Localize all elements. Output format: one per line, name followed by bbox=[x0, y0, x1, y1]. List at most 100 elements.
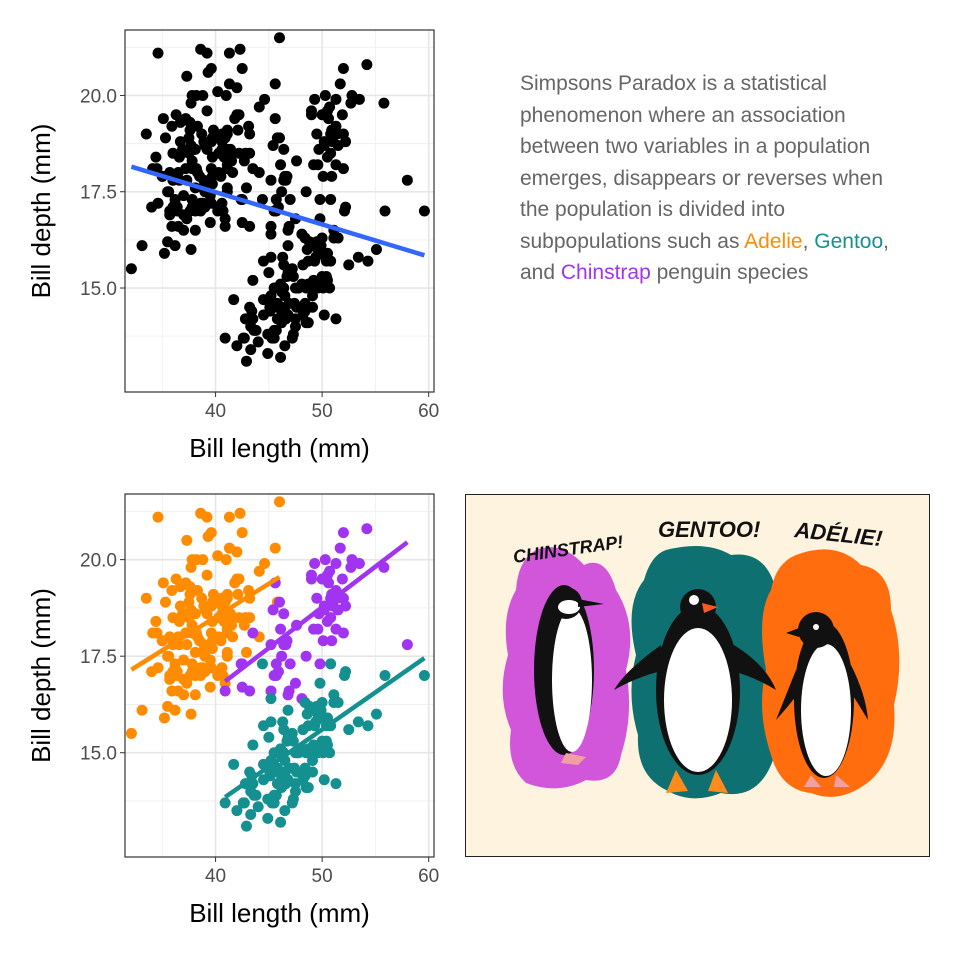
data-point-gentoo bbox=[245, 809, 257, 821]
data-point-gentoo bbox=[325, 193, 337, 205]
data-point-adelie bbox=[243, 120, 255, 132]
data-point-chinstrap bbox=[337, 63, 349, 75]
data-point-adelie bbox=[238, 155, 250, 167]
trend-line-gentoo bbox=[223, 656, 426, 799]
data-point-adelie bbox=[206, 170, 218, 182]
data-point-chinstrap bbox=[334, 78, 346, 90]
data-point-gentoo bbox=[275, 816, 287, 828]
data-point-chinstrap bbox=[270, 658, 282, 670]
data-point-gentoo bbox=[286, 797, 298, 809]
data-point-adelie bbox=[223, 511, 235, 523]
data-point-adelie bbox=[226, 155, 238, 167]
data-point-chinstrap bbox=[361, 59, 373, 71]
data-point-adelie bbox=[166, 220, 178, 232]
overall-scatter-chart: 40 50 60 15.0 17.5 20.0 Bill length (mm) Bill d… bbox=[26, 29, 439, 463]
data-point-adelie bbox=[159, 132, 171, 144]
data-point-gentoo bbox=[231, 340, 243, 352]
data-point-gentoo bbox=[307, 754, 319, 766]
data-point-chinstrap bbox=[312, 159, 324, 171]
data-point-gentoo bbox=[245, 785, 257, 797]
data-point-chinstrap bbox=[317, 170, 329, 182]
plot-border bbox=[124, 493, 435, 858]
data-point-gentoo bbox=[332, 697, 344, 709]
data-point-adelie bbox=[274, 32, 285, 44]
data-point-adelie bbox=[240, 646, 252, 658]
data-point-adelie bbox=[146, 201, 158, 213]
data-point-adelie bbox=[136, 704, 148, 716]
data-point-chinstrap bbox=[267, 140, 279, 152]
data-point-adelie bbox=[206, 635, 218, 647]
data-point-gentoo bbox=[332, 232, 344, 244]
data-point-gentoo bbox=[282, 774, 294, 786]
data-point-chinstrap bbox=[284, 193, 296, 205]
data-point-adelie bbox=[159, 596, 171, 608]
data-point-chinstrap bbox=[309, 558, 321, 570]
data-point-adelie bbox=[169, 704, 181, 716]
data-point-adelie bbox=[201, 143, 213, 155]
data-point-gentoo bbox=[318, 774, 330, 786]
data-point-gentoo bbox=[320, 255, 332, 267]
data-point-adelie bbox=[244, 612, 256, 624]
data-point-gentoo bbox=[314, 677, 326, 689]
data-point-adelie bbox=[244, 147, 256, 159]
data-point-chinstrap bbox=[317, 635, 329, 647]
data-point-gentoo bbox=[265, 290, 277, 302]
note-adelie: Adelie bbox=[744, 229, 803, 253]
data-point-gentoo bbox=[276, 317, 288, 329]
data-point-gentoo bbox=[262, 793, 274, 805]
data-point-gentoo bbox=[240, 355, 252, 367]
data-point-gentoo bbox=[219, 797, 231, 809]
data-point-gentoo bbox=[219, 332, 231, 344]
data-point-adelie bbox=[166, 685, 178, 697]
data-point-gentoo bbox=[340, 666, 352, 678]
y-tick-label: 17.5 bbox=[80, 183, 117, 204]
data-point-gentoo bbox=[275, 351, 287, 363]
data-point-adelie bbox=[220, 89, 232, 101]
data-point-adelie bbox=[201, 569, 213, 581]
data-point-adelie bbox=[191, 585, 203, 597]
adelie-penguin bbox=[776, 612, 868, 787]
data-point-gentoo bbox=[370, 708, 382, 720]
data-point-gentoo bbox=[245, 321, 257, 333]
data-point-gentoo bbox=[340, 201, 352, 213]
data-point-gentoo bbox=[246, 305, 258, 317]
data-point-adelie bbox=[125, 263, 137, 275]
trend-line-overall bbox=[130, 164, 426, 258]
data-point-gentoo bbox=[362, 720, 374, 732]
data-point-chinstrap bbox=[340, 136, 352, 148]
data-point-adelie bbox=[191, 631, 203, 643]
simpsons-paradox-note: Simpsons Paradox is a statistical phenom… bbox=[520, 68, 890, 289]
data-point-chinstrap bbox=[378, 97, 390, 109]
data-point-chinstrap bbox=[324, 101, 336, 113]
data-point-adelie bbox=[189, 646, 201, 658]
data-point-chinstrap bbox=[340, 600, 352, 612]
data-point-adelie bbox=[223, 542, 235, 554]
data-point-gentoo bbox=[282, 240, 294, 252]
y-tick-label: 20.0 bbox=[80, 86, 117, 107]
data-point-gentoo bbox=[362, 255, 374, 267]
data-point-adelie bbox=[190, 554, 202, 566]
data-point-adelie bbox=[201, 511, 213, 523]
data-point-adelie bbox=[206, 596, 218, 608]
data-point-adelie bbox=[234, 507, 246, 519]
data-point-chinstrap bbox=[334, 542, 346, 554]
data-point-chinstrap bbox=[361, 523, 373, 535]
data-point-adelie bbox=[181, 639, 193, 651]
data-point-gentoo bbox=[262, 812, 274, 824]
data-point-adelie bbox=[185, 561, 197, 573]
data-point-adelie bbox=[178, 689, 190, 701]
y-tick-label: 15.0 bbox=[80, 279, 117, 300]
data-point-chinstrap bbox=[247, 163, 259, 175]
data-point-gentoo bbox=[418, 670, 430, 681]
data-point-chinstrap bbox=[265, 220, 277, 232]
data-point-adelie bbox=[180, 113, 192, 125]
data-point-adelie bbox=[191, 166, 203, 178]
data-point-chinstrap bbox=[336, 109, 348, 121]
data-point-chinstrap bbox=[284, 658, 296, 670]
data-point-gentoo bbox=[296, 278, 308, 290]
data-point-adelie bbox=[170, 573, 182, 585]
note-chinstrap: Chinstrap bbox=[560, 261, 651, 284]
data-point-gentoo bbox=[307, 282, 319, 294]
data-point-chinstrap bbox=[326, 635, 338, 647]
data-point-gentoo bbox=[321, 274, 333, 286]
